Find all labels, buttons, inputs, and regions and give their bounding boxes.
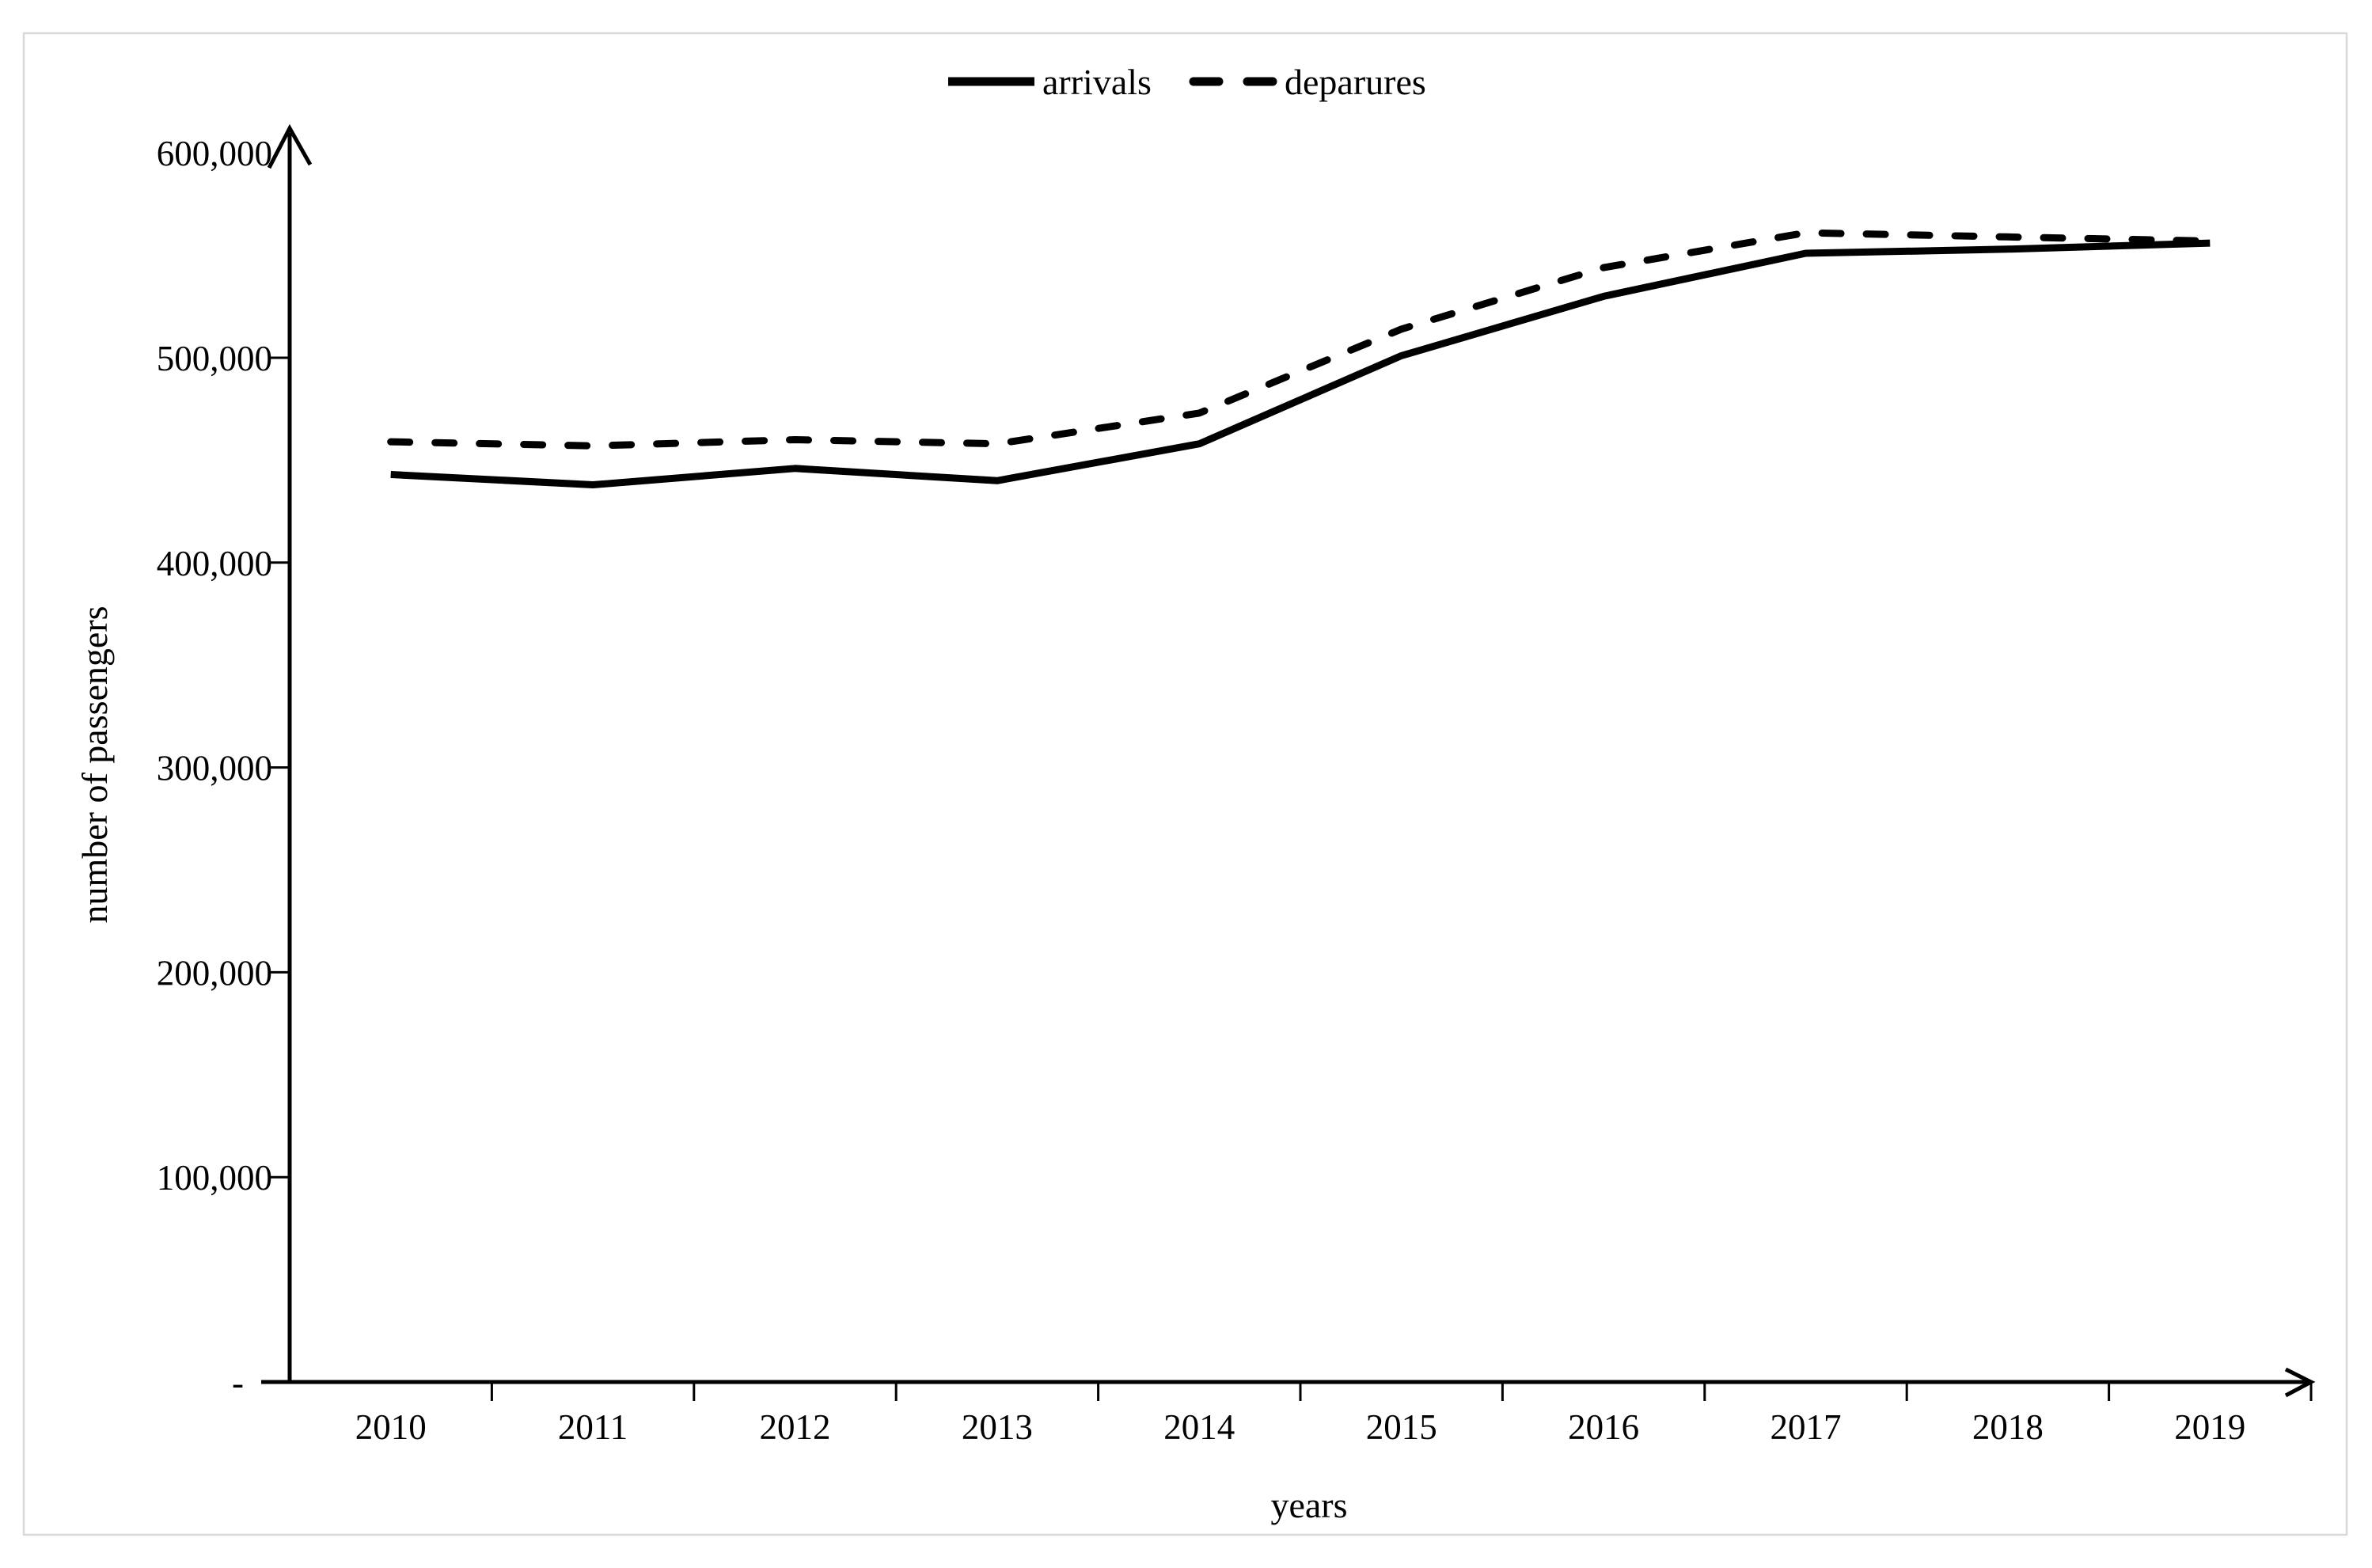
x-tick-label: 2019 [2174, 1407, 2245, 1447]
x-tick-label: 2018 [1972, 1407, 2044, 1447]
y-tick-label: 200,000 [157, 953, 272, 993]
x-tick-label: 2016 [1568, 1407, 1639, 1447]
x-tick-label: 2015 [1366, 1407, 1437, 1447]
legend-arrivals-label: arrivals [1042, 62, 1152, 102]
legend-departures-label: deparures [1285, 62, 1426, 102]
y-tick-labels: 600,000 500,000 400,000 300,000 200,000 100,0… [157, 134, 272, 1403]
x-tick-labels: 2010 2011 2012 2013 2014 2015 2016 2017 2018 2019 [355, 1407, 2246, 1447]
axes [261, 123, 2316, 1398]
x-tick-label: 2017 [1770, 1407, 1842, 1447]
y-tick-label: 600,000 [157, 134, 272, 173]
x-tick-label: 2010 [355, 1407, 427, 1447]
x-tick-label: 2013 [962, 1407, 1033, 1447]
y-axis-title: number of passengers [74, 606, 115, 923]
y-tick-label: 500,000 [157, 339, 272, 378]
x-tick-label: 2012 [760, 1407, 831, 1447]
y-tick-label: 400,000 [157, 544, 272, 583]
x-tick-label: 2014 [1163, 1407, 1235, 1447]
legend: arrivals deparures [948, 62, 1426, 102]
series-deparures-line [387, 229, 2214, 450]
x-axis-title: years [1270, 1485, 1347, 1525]
y-tick-label: 300,000 [157, 749, 272, 788]
x-tick-label: 2011 [558, 1407, 628, 1447]
y-tick-label: 100,000 [157, 1158, 272, 1198]
series-arrivals-line [390, 239, 2211, 488]
x-ticks [490, 1382, 2313, 1401]
data-series [387, 229, 2214, 488]
y-tick-label: - [232, 1363, 244, 1403]
y-ticks [269, 356, 290, 1179]
y-axis-arrow-icon [267, 123, 313, 169]
chart-frame [22, 32, 2348, 1536]
